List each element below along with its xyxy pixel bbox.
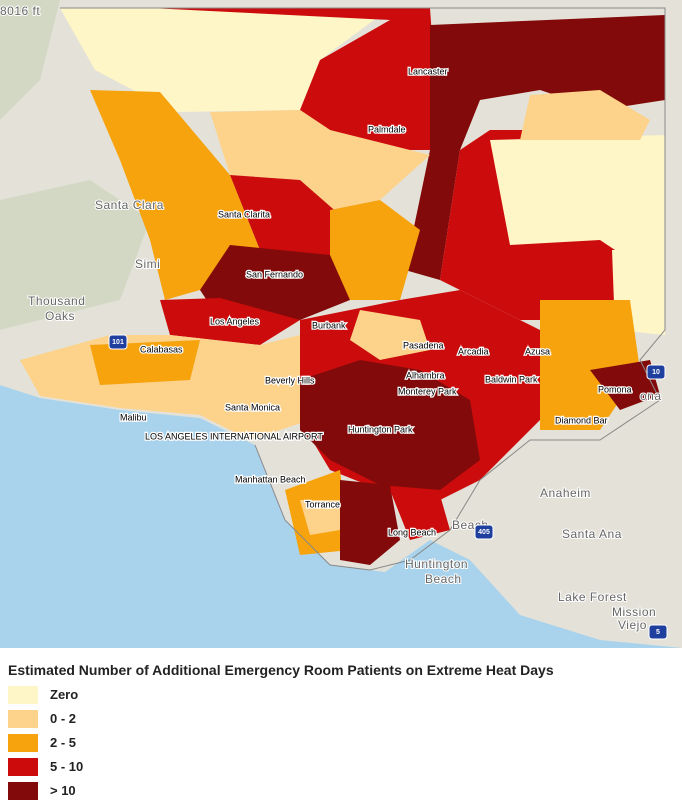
region: [300, 360, 480, 490]
legend-swatch: [8, 686, 38, 704]
region: [160, 298, 300, 345]
highway-number: 405: [478, 529, 490, 536]
city-label: Alhambra: [406, 370, 445, 380]
legend-swatch: [8, 782, 38, 800]
basemap-label: Oaks: [45, 309, 75, 323]
legend-title: Estimated Number of Additional Emergency…: [8, 662, 554, 678]
region: [20, 335, 310, 440]
highway-number: 10: [652, 369, 660, 376]
legend-swatch: [8, 758, 38, 776]
terrain: [0, 0, 150, 330]
basemap-label: Anaheim: [540, 486, 591, 500]
city-label: Torrance: [305, 499, 340, 509]
region: [210, 110, 430, 210]
legend-label: 0 - 2: [50, 711, 77, 726]
city-label: Huntington Park: [348, 424, 413, 434]
region: [300, 500, 340, 535]
city-label: Santa Clarita: [218, 209, 270, 219]
legend-label: 5 - 10: [50, 759, 84, 774]
city-label: San Fernando: [246, 269, 303, 279]
city-label: Baldwin Park: [485, 374, 538, 384]
legend: Estimated Number of Additional Emergency…: [0, 650, 682, 800]
city-label: LOS ANGELES INTERNATIONAL AIRPORT: [145, 431, 323, 441]
highway-shield: [108, 334, 128, 350]
basemap-label: Santa Clara: [95, 198, 164, 212]
city-label: Long Beach: [388, 527, 436, 537]
legend-label: > 10: [50, 783, 76, 798]
region: [520, 90, 650, 140]
region: [490, 135, 665, 250]
basemap-label: ona: [640, 389, 662, 403]
city-label: Malibu: [120, 412, 147, 422]
region: [60, 8, 390, 112]
region: [340, 480, 400, 565]
region: [90, 340, 200, 385]
region: [150, 8, 440, 150]
basemap-label: Lake Forest: [558, 590, 627, 604]
city-label: Lancaster: [408, 66, 448, 76]
region: [590, 360, 660, 410]
basemap-label: Simi: [135, 257, 160, 271]
city-label: Calabasas: [140, 344, 183, 354]
basemap-label: Huntington: [405, 557, 468, 571]
city-label: Manhattan Beach: [235, 474, 306, 484]
region: [90, 90, 260, 300]
regions: [20, 8, 665, 565]
basemap-label: Thousand: [28, 294, 85, 308]
city-label: Burbank: [312, 320, 346, 330]
legend-label: 2 - 5: [50, 735, 77, 750]
highway-number: 5: [656, 629, 660, 636]
region: [200, 245, 350, 320]
city-label: Arcadia: [458, 346, 489, 356]
legend-label: Zero: [50, 687, 79, 702]
highway-shield: [648, 624, 668, 640]
ocean: [0, 385, 682, 648]
city-label: Palmdale: [368, 124, 406, 134]
basemap-label: Mission: [612, 605, 656, 619]
region: [330, 200, 420, 300]
city-label: Diamond Bar: [555, 415, 608, 425]
city-label: Los Angeles: [210, 316, 260, 326]
corner-label: 8016 ft: [0, 4, 40, 18]
legend-swatch: [8, 734, 38, 752]
county-border: [60, 7, 666, 571]
region: [230, 175, 340, 260]
city-label: Santa Monica: [225, 402, 280, 412]
basemap-label: Beach: [425, 572, 462, 586]
basemap-label: Viejo: [618, 618, 647, 632]
city-label: Azusa: [525, 346, 550, 356]
city-label: Pasadena: [403, 340, 444, 350]
labels: 8016 ft Lancaster Palmdale Santa Clarita San…: [0, 3, 668, 640]
highway-shield: [474, 524, 494, 540]
region: [405, 15, 665, 280]
region: [350, 310, 430, 360]
city-label: Pomona: [598, 384, 632, 394]
city-label: Monterey Park: [398, 386, 457, 396]
legend-swatch: [8, 710, 38, 728]
highway-shield: [646, 364, 666, 380]
region: [390, 490, 450, 540]
highway-number: 101: [112, 339, 124, 346]
city-label: Beverly Hills: [265, 375, 315, 385]
basemap-label: Santa Ana: [562, 527, 622, 541]
map: 8016 ft Lancaster Palmdale Santa Clarita San…: [0, 0, 682, 648]
